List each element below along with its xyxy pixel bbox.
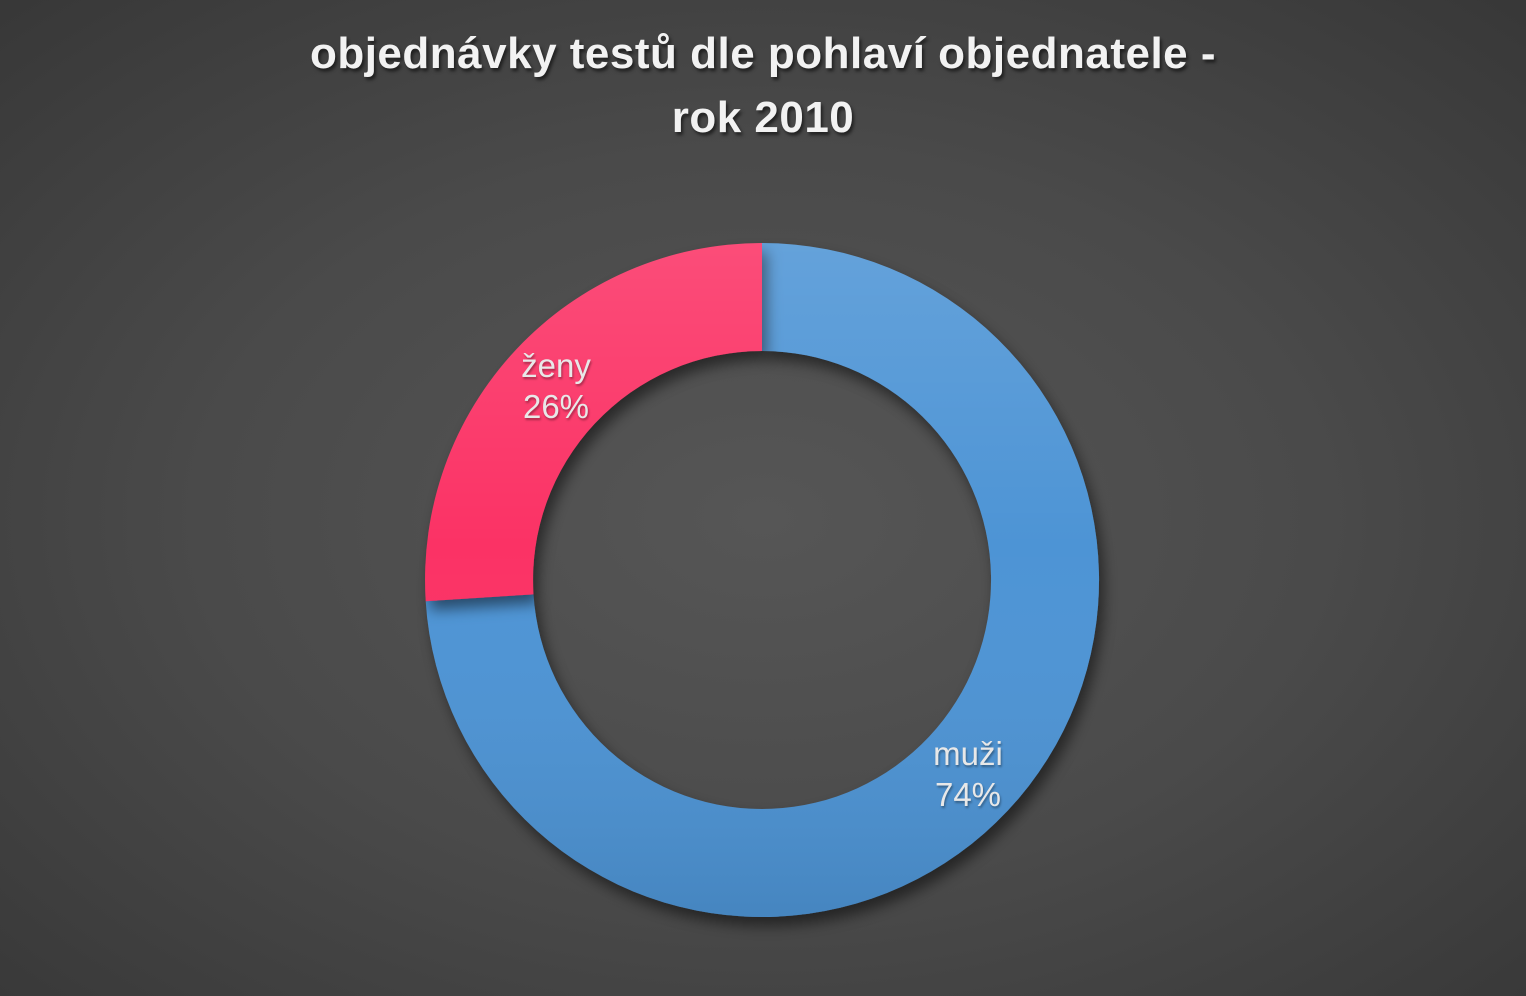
donut-slice-ženy — [425, 243, 762, 602]
chart-title-line-1: objednávky testů dle pohlaví objednatele… — [309, 29, 1217, 78]
slice-label-muži: muži 74% — [933, 735, 1003, 813]
slice-label-ženy: ženy 26% — [521, 347, 591, 425]
chart-title-line-2: rok 2010 — [671, 93, 855, 142]
chart-title: objednávky testů dle pohlaví objednatele… — [0, 22, 1526, 150]
